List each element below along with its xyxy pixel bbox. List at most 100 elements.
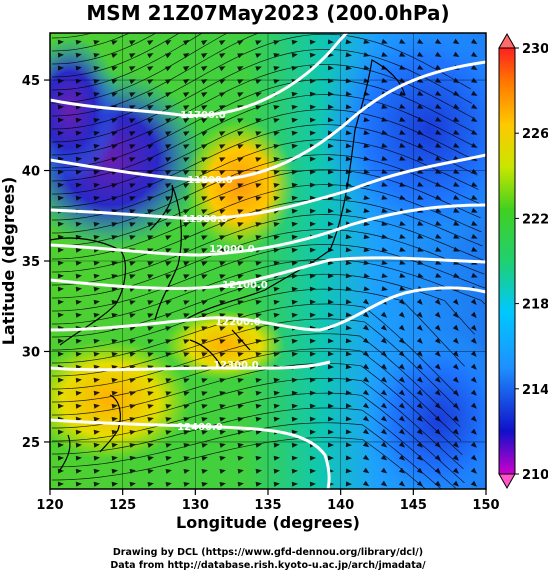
flow-arrow — [416, 311, 423, 318]
flow-arrow — [417, 103, 424, 109]
flow-arrow — [183, 378, 190, 383]
flow-arrow — [93, 235, 100, 240]
flow-arrow — [147, 183, 154, 189]
flow-arrow — [147, 118, 154, 124]
flow-arrow — [273, 260, 280, 266]
flow-arrow — [165, 196, 172, 202]
flow-arrow — [165, 183, 172, 189]
flow-arrow — [273, 481, 280, 487]
flow-arrow — [398, 428, 405, 435]
flow-arrow — [273, 53, 280, 58]
flow-arrow — [363, 273, 370, 279]
flow-arrow — [452, 311, 459, 318]
flow-arrow — [309, 455, 316, 461]
flow-arrow — [309, 221, 316, 227]
flow-arrow — [183, 326, 190, 331]
flow-arrow — [363, 117, 370, 122]
flow-arrow — [381, 273, 388, 278]
flow-arrow — [219, 391, 226, 396]
flow-arrow — [111, 183, 118, 188]
contour-labels: 11700.0 11800.0 11900.0 12000.0 12100.0 12200… — [177, 110, 268, 433]
flow-arrow — [345, 234, 352, 240]
x-tick-label: 135 — [254, 498, 281, 513]
flow-arrow — [75, 429, 82, 435]
flow-arrow — [453, 77, 460, 83]
flow-arrow — [111, 403, 118, 409]
flow-arrow — [453, 194, 460, 200]
flow-arrow — [327, 104, 334, 110]
flow-arrow — [237, 468, 244, 474]
x-tick-label: 145 — [400, 498, 427, 513]
flow-arrow — [219, 261, 226, 266]
flow-arrow — [129, 378, 136, 383]
flow-arrow — [237, 53, 244, 59]
flow-arrow — [398, 389, 405, 396]
flow-arrow — [363, 143, 370, 148]
flow-arrow — [345, 273, 352, 279]
flow-arrow — [93, 377, 100, 383]
streamline — [51, 33, 259, 117]
flow-arrow — [399, 221, 406, 226]
flow-arrow — [255, 40, 262, 46]
flow-arrow — [471, 129, 478, 135]
streamline — [51, 33, 471, 130]
flow-arrow — [434, 402, 441, 409]
streamline — [51, 49, 472, 143]
y-axis-label: Latitude (degrees) — [0, 177, 18, 346]
colorbar-tick-label: 230 — [522, 42, 548, 57]
flow-arrow — [273, 118, 280, 123]
flow-arrow — [399, 103, 406, 109]
flow-arrow — [147, 274, 154, 279]
flow-arrow — [237, 196, 244, 201]
flow-arrow — [363, 52, 370, 57]
height-contours — [50, 33, 486, 489]
flow-arrow — [57, 195, 64, 201]
flow-arrow — [57, 182, 64, 188]
flow-arrow — [111, 92, 118, 97]
flow-arrow — [75, 182, 82, 188]
flow-arrow — [453, 129, 460, 135]
flow-arrow — [219, 144, 226, 150]
contour-label: 11700.0 — [180, 110, 226, 121]
flow-arrow — [255, 53, 262, 58]
flow-arrow — [380, 415, 388, 422]
flow-arrow — [201, 131, 208, 137]
flow-arrow — [237, 417, 244, 422]
flow-arrow — [309, 52, 316, 58]
flow-arrow — [75, 338, 82, 344]
flow-arrow — [255, 326, 262, 331]
flow-arrow — [398, 441, 406, 448]
streamline — [51, 33, 157, 65]
flow-arrow — [434, 389, 441, 396]
flow-arrow — [201, 235, 208, 241]
flow-arrow — [237, 455, 244, 461]
flow-arrow — [362, 467, 370, 474]
flow-arrow — [362, 480, 370, 487]
flow-arrow — [273, 377, 280, 383]
flow-arrow — [309, 104, 316, 110]
colorbar-tick-label: 226 — [522, 127, 548, 142]
flow-arrow — [183, 313, 190, 318]
flow-arrow — [291, 403, 298, 409]
flow-arrow — [219, 183, 226, 189]
flow-arrow — [57, 468, 64, 474]
flow-arrow — [165, 66, 172, 72]
flow-arrow — [165, 352, 172, 357]
flow-arrow — [165, 300, 172, 305]
flow-arrow — [93, 144, 100, 149]
flow-arrow — [380, 389, 388, 396]
flow-arrow — [309, 338, 316, 344]
flow-arrow — [147, 222, 154, 228]
flow-arrow — [470, 298, 477, 305]
flow-arrow — [398, 454, 406, 461]
flow-arrow — [255, 105, 262, 110]
flow-arrow — [381, 234, 388, 239]
flow-arrow — [57, 338, 64, 344]
flow-arrow — [452, 454, 459, 461]
flow-arrow — [201, 339, 208, 344]
contour-label: 12400.0 — [177, 422, 223, 433]
flow-arrow — [111, 429, 118, 435]
flow-arrow — [434, 441, 441, 448]
flow-arrow — [201, 261, 208, 267]
flow-arrow — [129, 92, 136, 98]
